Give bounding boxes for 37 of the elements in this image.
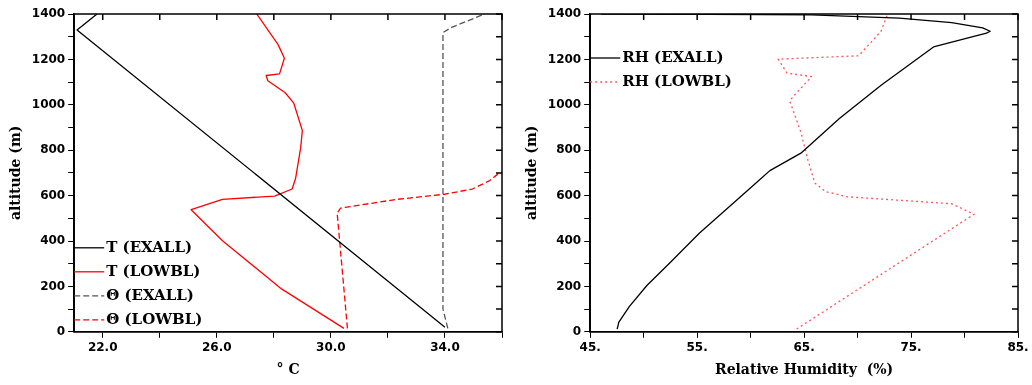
y-tick-label: 600 <box>40 187 66 202</box>
x-tick-label: 34.0 <box>430 340 460 355</box>
y-tick-label: 400 <box>40 233 66 248</box>
y-tick-label: 800 <box>556 142 582 157</box>
x-axis-title: Relative Humidity (%) <box>715 361 894 378</box>
y-tick-label: 1000 <box>547 96 582 111</box>
y-tick-label: 1000 <box>31 96 66 111</box>
y-tick-label: 400 <box>556 233 582 248</box>
y-tick-label: 0 <box>56 323 66 338</box>
x-tick-label: 75. <box>900 340 922 355</box>
legend-label: T (EXALL) <box>106 237 193 256</box>
y-axis-title: altitude (m) <box>523 125 540 221</box>
y-tick-label: 200 <box>556 278 582 293</box>
x-axis-title: ° C <box>276 361 300 378</box>
x-tick-label: 26.0 <box>201 340 232 355</box>
x-tick-label: 55. <box>686 340 708 355</box>
y-tick-label: 200 <box>40 278 66 293</box>
y-tick-label: 1200 <box>31 51 66 66</box>
y-tick-label: 1400 <box>31 6 66 21</box>
legend-label: T (LOWBL) <box>106 261 201 280</box>
y-tick-label: 1400 <box>547 6 582 21</box>
legend-label: Θ (EXALL) <box>106 285 194 304</box>
x-tick-label: 65. <box>793 340 815 355</box>
x-tick-label: 30.0 <box>316 340 346 355</box>
line-series <box>336 171 501 330</box>
y-axis-title: altitude (m) <box>7 125 24 221</box>
y-tick-label: 800 <box>40 142 66 157</box>
legend-label: Θ (LOWBL) <box>106 309 203 328</box>
y-tick-label: 1200 <box>547 51 582 66</box>
x-tick-label: 22.0 <box>87 340 118 355</box>
y-tick-label: 0 <box>572 323 582 338</box>
legend-label: RH (EXALL) <box>622 47 724 66</box>
line-series <box>777 14 975 330</box>
x-tick-label: 85. <box>1007 340 1029 355</box>
legend-label: RH (LOWBL) <box>622 71 732 90</box>
y-tick-label: 600 <box>556 187 582 202</box>
x-tick-label: 45. <box>579 340 601 355</box>
